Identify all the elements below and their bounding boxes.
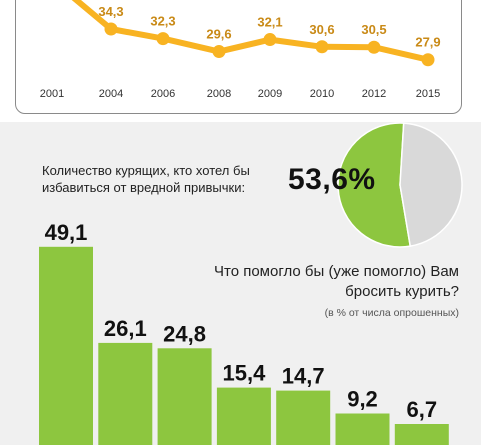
bar-chart-subtitle: (в % от числа опрошенных) — [324, 307, 459, 319]
bar-value-label: 15,4 — [222, 361, 266, 386]
line-point — [421, 53, 435, 67]
line-point — [104, 22, 118, 36]
bar-value-label: 49,1 — [45, 220, 88, 245]
pie-slice — [399, 122, 463, 248]
pie-slice — [337, 122, 412, 248]
line-x-tick-label: 2010 — [310, 88, 334, 100]
line-data-label: 32,3 — [150, 14, 175, 29]
bar-value-label: 6,7 — [407, 397, 438, 422]
line-point — [367, 40, 381, 54]
bar — [216, 387, 271, 445]
line-x-tick-label: 2004 — [99, 88, 123, 100]
line-point — [212, 45, 226, 59]
line-x-tick-label: 2001 — [40, 88, 64, 100]
bar — [98, 342, 153, 445]
line-x-tick-label: 2009 — [258, 88, 282, 100]
bar-value-label: 14,7 — [282, 364, 325, 389]
line-point — [263, 33, 277, 47]
line-data-label: 29,6 — [206, 27, 231, 42]
line-x-tick-label: 2008 — [207, 88, 231, 100]
bar — [157, 348, 212, 445]
bar-value-label: 24,8 — [163, 321, 206, 346]
line-data-label: 30,6 — [309, 22, 334, 37]
bar-value-label: 9,2 — [347, 387, 378, 412]
bar — [276, 390, 331, 445]
line-chart-panel — [15, 0, 462, 114]
bar — [335, 413, 390, 445]
bar — [39, 246, 93, 445]
line-x-tick-label: 2015 — [416, 88, 440, 100]
bar — [394, 424, 449, 445]
line-x-tick-label: 2012 — [362, 88, 386, 100]
pie-value-label: 53,6% — [288, 163, 376, 196]
line-data-label: 27,9 — [415, 35, 440, 50]
line-data-label: 34,3 — [98, 4, 123, 19]
line-data-label: 30,5 — [361, 22, 386, 37]
bar-chart-title: Что помогло бы (уже помогло) Вам бросить… — [214, 263, 459, 300]
line-x-tick-label: 2006 — [151, 88, 175, 100]
line-data-label: 32,1 — [257, 15, 282, 30]
line-point — [315, 40, 329, 54]
bar-value-label: 26,1 — [104, 316, 147, 341]
line-point — [156, 32, 170, 46]
line-series — [71, 0, 431, 63]
pie-question-text: Количество курящих, кто хотел бы избавит… — [42, 163, 250, 195]
